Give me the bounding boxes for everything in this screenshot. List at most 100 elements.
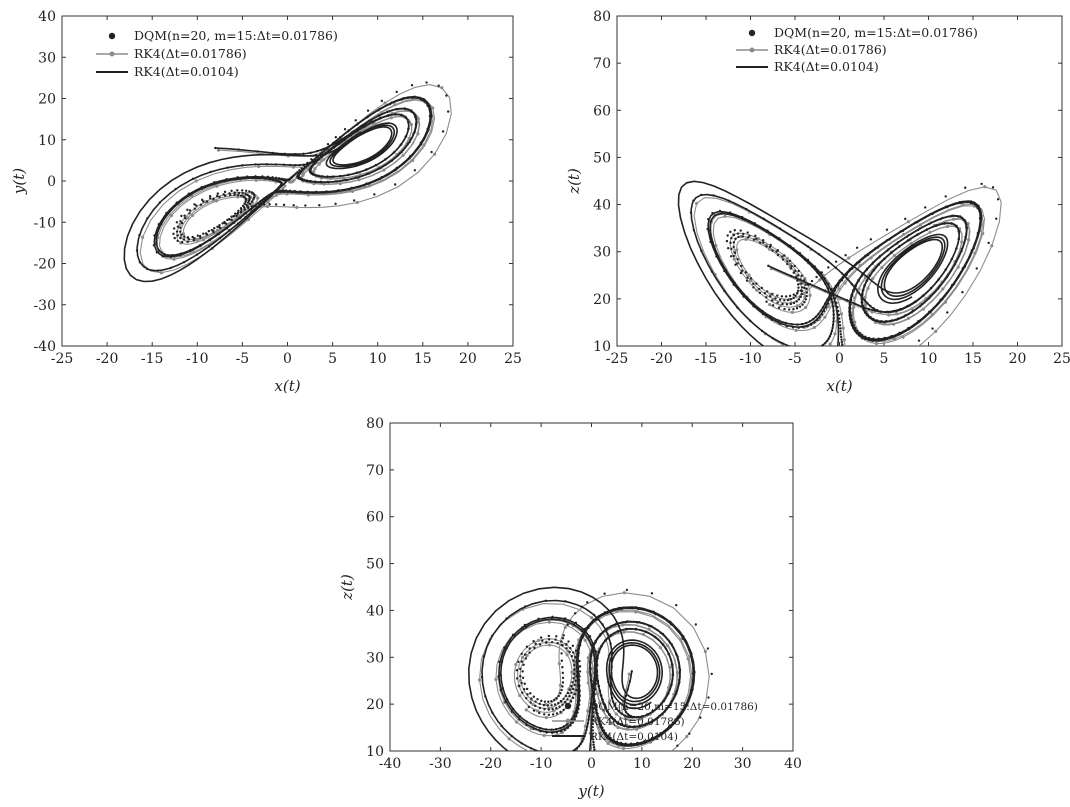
series-dqm-point	[213, 181, 216, 184]
series-dqm-point	[555, 635, 558, 638]
series-dqm-point	[820, 277, 823, 280]
series-dqm-point	[797, 298, 801, 301]
series-dqm-point	[789, 345, 792, 346]
series-dqm-point	[815, 275, 818, 279]
series-dqm-point	[354, 176, 358, 179]
series-dqm-point	[374, 163, 378, 167]
series-dqm-point	[573, 748, 576, 751]
series-dqm-point	[949, 215, 952, 218]
series-dqm-point	[770, 299, 774, 302]
series-rk4-coarse-marker	[853, 362, 856, 365]
series-dqm-point	[666, 692, 670, 695]
series-dqm-point	[869, 238, 873, 241]
series-dqm-point	[873, 309, 877, 312]
series-dqm-point	[379, 166, 382, 170]
series-dqm-point	[251, 176, 255, 180]
series-dqm-point	[778, 237, 781, 240]
series-dqm-point	[669, 623, 673, 626]
series-dqm-point	[316, 149, 319, 153]
x-tick-label: -25	[606, 351, 629, 367]
series-rk4-coarse-marker	[586, 709, 590, 713]
series-dqm-point	[670, 700, 673, 703]
series-dqm-point	[762, 241, 765, 244]
series-dqm-point	[542, 703, 546, 707]
series-dqm-point	[589, 661, 592, 665]
series-dqm-point	[310, 158, 313, 161]
series-dqm-point	[317, 174, 320, 177]
series-dqm-point	[622, 768, 624, 770]
series-dqm-point	[591, 718, 595, 722]
series-rk4-coarse-marker	[433, 152, 437, 156]
series-dqm-point	[525, 687, 529, 691]
series-dqm-point	[600, 645, 603, 648]
series-dqm-point	[797, 326, 800, 329]
series-dqm-point	[407, 127, 410, 131]
y-tick-label: 40	[366, 603, 384, 619]
series-dqm-point	[167, 212, 170, 215]
series-dqm-point	[733, 229, 736, 232]
series-dqm-point	[862, 363, 864, 365]
series-dqm-point	[849, 303, 852, 306]
series-dqm-point	[877, 263, 880, 266]
series-dqm-point	[841, 343, 844, 346]
x-tick-label: 0	[587, 756, 596, 772]
series-dqm-point	[791, 326, 795, 329]
series-rk4-coarse-marker	[312, 182, 316, 186]
series-dqm-point	[294, 163, 297, 167]
series-dqm-point	[497, 675, 500, 678]
series-dqm-point	[760, 286, 764, 290]
series-dqm-point	[904, 217, 907, 221]
series-rk4-coarse-marker	[564, 754, 567, 757]
series-rk4-coarse-marker	[589, 616, 594, 620]
series-rk4-coarse-marker	[524, 708, 528, 712]
series-dqm-point	[243, 177, 247, 180]
series-rk4-coarse-marker	[563, 625, 567, 630]
series-rk4-coarse-marker	[906, 316, 911, 320]
series-dqm-point	[670, 643, 673, 646]
series-rk4-coarse-marker	[409, 123, 414, 127]
series-dqm-point	[795, 307, 799, 310]
series-dqm-point	[732, 233, 736, 237]
series-dqm-point	[577, 654, 580, 657]
series-dqm-point	[241, 164, 244, 167]
series-dqm-point	[504, 700, 507, 704]
series-dqm-point	[771, 249, 774, 252]
series-rk4-coarse-marker	[744, 237, 748, 241]
legend-entry-label: RK4(Δt=0.0104)	[774, 59, 879, 74]
series-dqm-point	[315, 160, 318, 164]
series-dqm-point	[600, 694, 603, 697]
series-dqm-point	[561, 676, 565, 680]
series-dqm-point	[563, 728, 566, 731]
series-dqm-point	[748, 234, 751, 237]
series-dqm-point	[568, 650, 571, 654]
series-dqm-point	[596, 664, 599, 667]
series-dqm-point	[510, 710, 514, 713]
series-dqm-point	[274, 179, 277, 182]
series-dqm-point	[643, 739, 646, 743]
series-dqm-point	[769, 295, 772, 298]
series-dqm-point	[644, 630, 647, 634]
series-rk4-coarse-marker	[785, 256, 790, 260]
series-dqm-point	[746, 231, 749, 234]
series-dqm-point	[589, 702, 593, 705]
series-dqm-point	[563, 701, 567, 704]
series-dqm-point	[236, 222, 240, 225]
series-rk4-coarse-marker	[515, 720, 519, 724]
series-dqm-point	[917, 319, 920, 323]
series-rk4-coarse-marker	[301, 173, 305, 177]
series-dqm-point	[480, 675, 484, 679]
series-dqm-point	[565, 723, 569, 726]
y-tick-label: 80	[593, 9, 611, 25]
series-dqm-point	[867, 307, 871, 311]
series-dqm-point	[867, 336, 871, 340]
series-dqm-point	[182, 238, 186, 241]
series-dqm-point	[726, 247, 730, 250]
y-tick-label: 70	[593, 56, 611, 72]
series-dqm-point	[380, 99, 384, 103]
series-dqm-point	[806, 325, 809, 328]
series-rk4-coarse-marker	[621, 623, 625, 627]
series-dqm-point	[976, 207, 979, 210]
series-dqm-point	[379, 117, 382, 120]
series-dqm-point	[207, 245, 211, 248]
series-dqm-point	[302, 178, 306, 181]
